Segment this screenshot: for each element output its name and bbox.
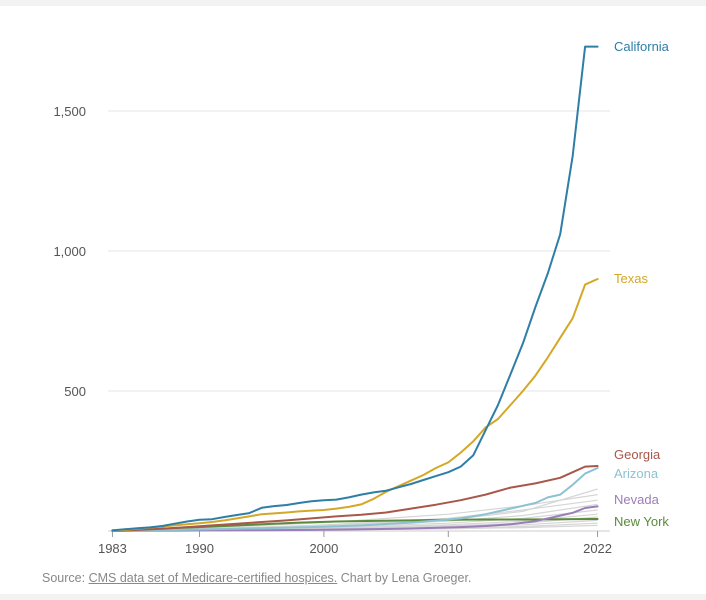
gridlines: [108, 110, 610, 392]
series-label-georgia: Georgia: [614, 447, 661, 462]
series-line-arizona: [111, 467, 599, 532]
series-line-nevada: [111, 505, 599, 532]
x-tick-label-2010: 2010: [434, 541, 463, 556]
series-label-california: California: [614, 39, 670, 54]
y-tick-label-1500: 1,500: [53, 104, 86, 119]
x-tick-label-2022: 2022: [583, 541, 612, 556]
series-label-arizona: Arizona: [614, 466, 659, 481]
y-tick-label-1000: 1,000: [53, 244, 86, 259]
series-labels: New York Nevada Arizona Georgia Texas Califor…: [614, 39, 670, 529]
source-prefix: Source:: [42, 571, 89, 585]
x-tick-label-1990: 1990: [185, 541, 214, 556]
x-axis: 1983 1990 2000 2010 2022: [98, 530, 612, 556]
line-chart: 500 1,000 1,500 1983 1990 2000 2010 2022 New Y…: [53, 39, 670, 556]
top-rule: [0, 0, 706, 6]
series-label-texas: Texas: [614, 271, 648, 286]
series-label-new-york: New York: [614, 514, 669, 529]
series-line-texas: [111, 278, 599, 532]
y-axis: 500 1,000 1,500: [53, 104, 86, 399]
x-tick-label-2000: 2000: [309, 541, 338, 556]
x-tick-label-1983: 1983: [98, 541, 127, 556]
source-link[interactable]: CMS data set of Medicare-certified hospi…: [88, 571, 338, 585]
y-tick-label-500: 500: [64, 384, 86, 399]
source-note: Source: CMS data set of Medicare-certifi…: [42, 571, 471, 585]
series-line-georgia: [111, 465, 599, 532]
source-suffix: Chart by Lena Groeger.: [337, 571, 472, 585]
series-label-nevada: Nevada: [614, 492, 660, 507]
highlighted-series: [111, 45, 599, 532]
bottom-rule: [0, 594, 706, 600]
series-line-california: [111, 45, 599, 532]
